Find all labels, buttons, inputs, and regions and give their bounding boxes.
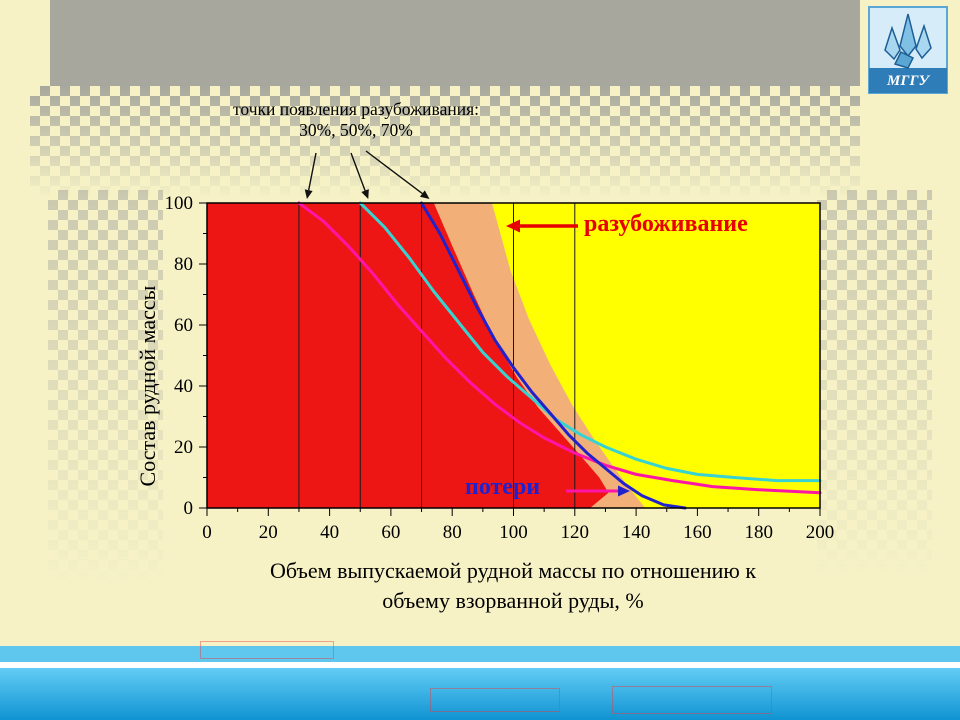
x-tick-label: 80 (443, 522, 462, 543)
region-ore-red (207, 203, 609, 508)
footer-gap (0, 662, 960, 668)
university-logo: МГГУ (868, 6, 948, 94)
y-tick-label: 40 (174, 376, 193, 397)
x-axis-title: Объем выпускаемой рудной массы по отноше… (270, 556, 756, 615)
y-tick-label: 20 (174, 437, 193, 458)
x-tick-label: 100 (499, 522, 528, 543)
dilution-arrow-head (506, 219, 520, 233)
x-axis-title-line1: Объем выпускаемой рудной массы по отноше… (269, 558, 757, 583)
x-tick-label: 140 (622, 522, 651, 543)
logo-text: МГГУ (887, 73, 929, 89)
annotation-arrow-70-head (419, 190, 430, 199)
x-axis-title-line2: объему взорванной руды, % (382, 587, 644, 613)
footer-stripe (0, 646, 960, 662)
y-tick-label: 0 (184, 498, 194, 519)
y-tick-label: 100 (165, 193, 194, 214)
dilution-points-annotation: точки появления разубоживания: 30%, 50%,… (233, 99, 479, 141)
background-speckle-right (817, 190, 932, 620)
x-tick-label: 40 (320, 522, 339, 543)
dilution-label: разубоживание (584, 211, 748, 237)
background-accent-rectangle (612, 686, 772, 714)
dilution-curve-70 (420, 201, 687, 510)
annotation-arrow-50 (350, 152, 366, 191)
background-accent-rectangle (430, 688, 560, 712)
x-tick-label: 180 (744, 522, 773, 543)
background-speckle-left (48, 190, 163, 630)
x-tick-label: 0 (202, 522, 212, 543)
background-accent-rectangle (200, 641, 334, 659)
annotation-line1: точки появления разубоживания: (233, 99, 479, 119)
x-tick-label: 200 (806, 522, 835, 543)
annotation-arrow-50-head (361, 189, 369, 199)
background-top-band (50, 0, 860, 86)
dilution-curve-30 (297, 201, 822, 495)
y-tick-label: 80 (174, 254, 193, 275)
annotation-arrow-70 (365, 150, 423, 195)
annotation-arrow-30-head (304, 189, 313, 199)
losses-label: потери (465, 474, 541, 500)
y-axis-title: Состав рудной массы (135, 285, 160, 487)
x-tick-label: 160 (683, 522, 712, 543)
footer-band (0, 668, 960, 720)
x-tick-label: 20 (259, 522, 278, 543)
crystal-logo-icon (868, 6, 948, 94)
annotation-arrow-30 (308, 152, 317, 191)
annotation-line2: 30%, 50%, 70% (299, 120, 413, 140)
y-tick-label: 60 (174, 315, 193, 336)
x-tick-label: 60 (381, 522, 400, 543)
losses-arrow-head (618, 485, 630, 497)
x-tick-label: 120 (561, 522, 590, 543)
background-speckle-top (30, 86, 860, 198)
